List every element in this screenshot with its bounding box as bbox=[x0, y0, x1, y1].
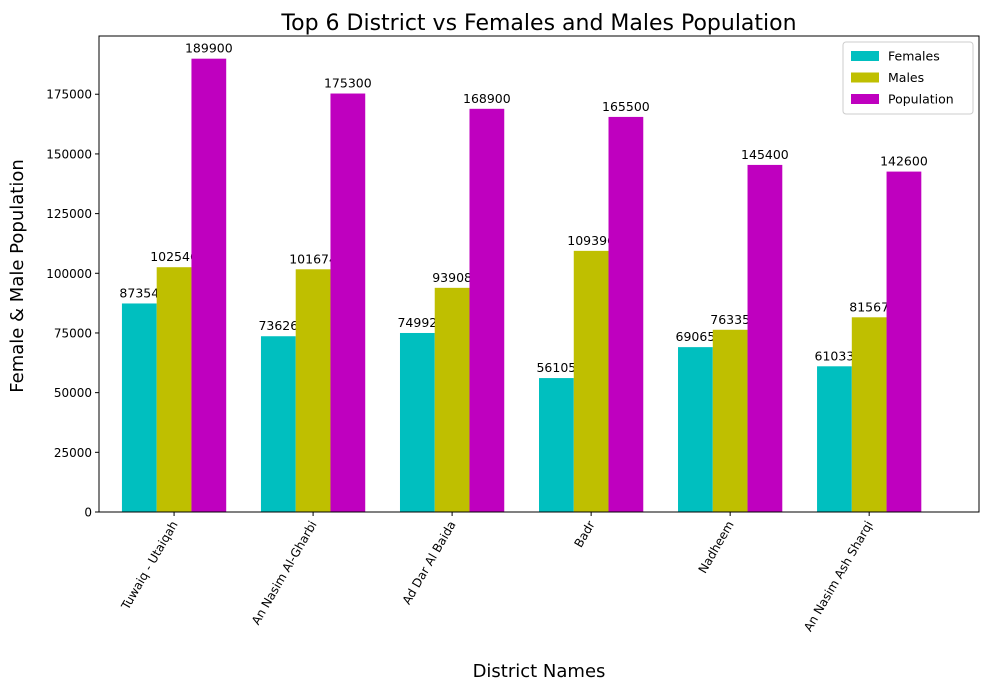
legend: Females Males Population bbox=[842, 41, 974, 115]
legend-swatch-females bbox=[851, 51, 879, 61]
bar-females-4 bbox=[678, 347, 713, 512]
bar-females-2 bbox=[399, 332, 435, 512]
data-label-population-1: 175300 bbox=[324, 76, 372, 91]
legend-swatch-population bbox=[851, 94, 879, 104]
data-label-population-4: 145400 bbox=[741, 147, 789, 162]
data-label-females-3: 56105 bbox=[536, 360, 576, 375]
bar-females-3 bbox=[539, 378, 574, 512]
bar-males-0 bbox=[156, 267, 192, 512]
x-tick-label: Tuwaiq - Utaiqah bbox=[118, 519, 181, 613]
plot-frame bbox=[98, 35, 980, 513]
data-label-population-3: 165500 bbox=[602, 99, 650, 114]
bar-population-5 bbox=[886, 171, 922, 512]
y-tick-label: 50000 bbox=[54, 386, 92, 400]
bar-population-4 bbox=[747, 164, 783, 512]
x-tick-label: Nadheem bbox=[696, 519, 737, 576]
data-label-females-4: 69065 bbox=[676, 329, 716, 344]
y-axis-label: Female & Male Population bbox=[7, 159, 28, 393]
plot-area: 87354 73626 74992 56105 69065 61033 102546 1016… bbox=[46, 35, 980, 634]
bar-females-5 bbox=[817, 366, 852, 512]
legend-swatch-males bbox=[851, 72, 879, 83]
legend-label-females: Females bbox=[888, 49, 940, 64]
bar-males-1 bbox=[295, 269, 331, 512]
data-label-males-2: 93908 bbox=[432, 270, 472, 285]
data-label-population-5: 142600 bbox=[880, 154, 928, 169]
data-label-males-5: 81567 bbox=[849, 299, 889, 314]
data-label-males-3: 109396 bbox=[567, 233, 615, 248]
data-label-males-1: 101674 bbox=[289, 251, 337, 266]
y-tick-label: 100000 bbox=[46, 267, 92, 281]
bar-females-1 bbox=[260, 336, 296, 512]
data-label-males-0: 102546 bbox=[150, 249, 198, 264]
bar-females-0 bbox=[121, 303, 157, 512]
data-label-females-1: 73626 bbox=[258, 318, 298, 333]
bar-population-1 bbox=[330, 93, 366, 512]
y-tick-label: 175000 bbox=[46, 88, 92, 102]
bar-population-3 bbox=[608, 116, 644, 513]
legend-label-population: Population bbox=[888, 92, 954, 107]
data-label-population-2: 168900 bbox=[463, 91, 511, 106]
bar-males-3 bbox=[573, 250, 609, 512]
data-label-females-0: 87354 bbox=[119, 285, 159, 300]
y-tick-label: 125000 bbox=[46, 207, 92, 221]
y-tick-label: 150000 bbox=[46, 147, 92, 161]
data-label-females-2: 74992 bbox=[397, 315, 437, 330]
bar-males-5 bbox=[851, 317, 887, 512]
data-label-males-4: 76335 bbox=[710, 312, 750, 327]
data-label-females-5: 61033 bbox=[815, 348, 855, 363]
bar-population-0 bbox=[191, 58, 227, 513]
bar-males-4 bbox=[712, 329, 748, 512]
y-tick-label: 25000 bbox=[54, 446, 92, 460]
x-tick-label: An Nasim Ash Sharqi bbox=[801, 519, 876, 634]
x-axis-label: District Names bbox=[473, 661, 606, 682]
x-tick-label: Badr bbox=[572, 518, 598, 549]
x-tick-label: Ad Dar Al Baida bbox=[400, 519, 459, 607]
bar-population-2 bbox=[469, 108, 505, 512]
y-tick-label: 75000 bbox=[54, 326, 92, 340]
y-tick-label: 0 bbox=[84, 506, 92, 520]
legend-label-males: Males bbox=[888, 70, 924, 85]
data-label-population-0: 189900 bbox=[185, 41, 233, 56]
bar-males-2 bbox=[434, 287, 470, 512]
x-tick-label: An Nasim Al-Gharbi bbox=[249, 519, 320, 628]
chart-title: Top 6 District vs Females and Males Popu… bbox=[280, 11, 796, 36]
